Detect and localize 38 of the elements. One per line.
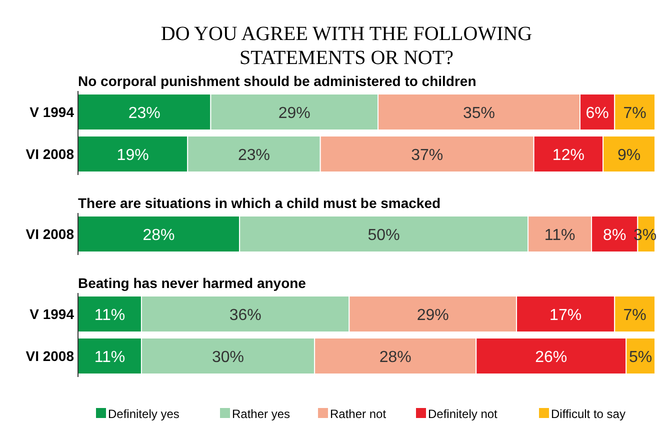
data-label: 37% <box>411 147 444 164</box>
y-tick-label: VI 2008 <box>26 146 74 162</box>
y-tick-label: V 1994 <box>30 306 74 322</box>
chart-title: DO YOU AGREE WITH THE FOLLOWING STATEMENTS OR NOT? <box>160 23 532 69</box>
data-label: 23% <box>238 147 270 164</box>
data-label: 8% <box>603 227 626 244</box>
legend-label: Rather not <box>330 407 387 421</box>
text: Rather yes <box>232 407 290 421</box>
legend-label: Definitely not <box>428 407 498 421</box>
data-label: 28% <box>142 227 175 244</box>
data-label: 28% <box>379 349 412 366</box>
y-tick-label: V 1994 <box>30 104 74 120</box>
legend-label: Definitely yes <box>108 407 180 421</box>
data-label: 29% <box>416 307 449 324</box>
chart-subtitle: No corporal punishment should be administered to children <box>78 73 476 89</box>
legend-label: Difficult to say <box>551 407 626 421</box>
chart-subtitle: There are situations in which a child must be smacked <box>78 195 441 211</box>
data-label: 11% <box>544 227 576 244</box>
data-label: 7% <box>623 307 646 324</box>
data-label: 36% <box>229 307 262 324</box>
y-tick-label: VI 2008 <box>26 226 74 242</box>
data-label: 9% <box>617 147 641 164</box>
data-label: 6% <box>586 105 609 122</box>
data-label: 35% <box>463 105 496 122</box>
data-label: 23% <box>128 105 160 122</box>
data-label: 50% <box>368 227 400 244</box>
y-tick-label: VI 2008 <box>26 348 74 364</box>
data-label: 19% <box>116 147 149 164</box>
data-label: 11% <box>94 307 126 324</box>
chart-subtitle: Beating has never harmed anyone <box>78 275 306 291</box>
data-label: 30% <box>212 349 244 366</box>
data-label: 29% <box>278 105 310 122</box>
data-label: 12% <box>552 147 584 164</box>
data-label: 26% <box>535 349 568 366</box>
data-label: 5% <box>629 349 652 366</box>
data-label: 17% <box>550 307 582 324</box>
data-label: 11% <box>94 349 126 366</box>
data-label: 7% <box>623 105 646 122</box>
